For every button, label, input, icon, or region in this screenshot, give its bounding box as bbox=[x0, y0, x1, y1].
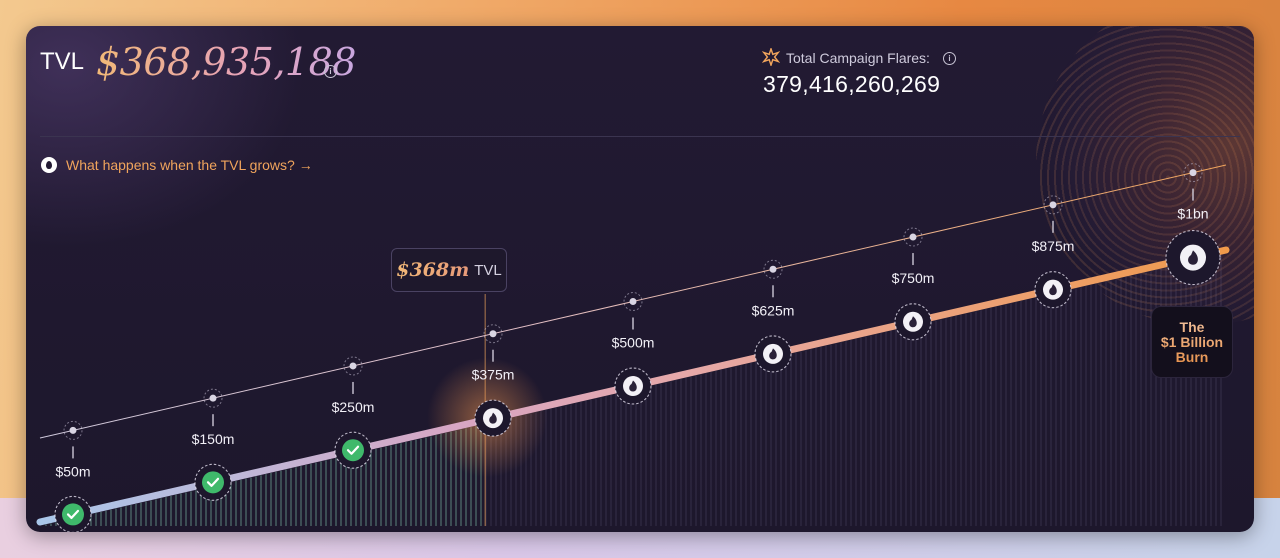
milestone-dot-ring bbox=[623, 292, 643, 311]
flame-icon bbox=[41, 157, 57, 173]
milestone-label: $625m bbox=[752, 302, 795, 318]
milestone-dot-ring bbox=[1043, 195, 1063, 215]
flame-glyph bbox=[629, 380, 637, 392]
current-tvl-unit: TVL bbox=[474, 261, 502, 279]
milestone-dot-ring bbox=[903, 227, 923, 247]
current-tvl-value: $368m bbox=[396, 259, 470, 281]
milestone-dot bbox=[349, 362, 357, 370]
milestone-dot bbox=[629, 298, 637, 305]
flares-value: 379,416,260,269 bbox=[763, 71, 941, 97]
billion-burn-label: The $1 Billion Burn bbox=[1160, 318, 1224, 365]
milestone-dot-ring bbox=[343, 356, 363, 376]
flame-glyph bbox=[909, 316, 917, 328]
milestone-label: $250m bbox=[332, 399, 375, 415]
billion-burn-box[interactable]: The $1 Billion Burn bbox=[1151, 306, 1233, 378]
check-mark bbox=[66, 509, 80, 520]
star-icon bbox=[762, 48, 780, 66]
milestone-dot bbox=[209, 394, 217, 402]
milestone-label: $50m bbox=[55, 463, 90, 479]
milestone-dot-ring bbox=[203, 388, 223, 408]
tvl-label: TVL bbox=[40, 48, 85, 75]
divider bbox=[40, 136, 1240, 137]
tvl-growth-link[interactable]: What happens when the TVL grows? → bbox=[66, 157, 313, 173]
check-icon bbox=[342, 439, 364, 462]
info-icon[interactable]: i bbox=[324, 65, 337, 78]
tvl-progress-card: TVL $368,935,188 i Total Campaign Flares… bbox=[26, 26, 1254, 532]
milestone-label: $375m bbox=[472, 367, 515, 383]
flame-glyph bbox=[1188, 250, 1198, 265]
check-mark bbox=[346, 445, 360, 455]
flares-info-icon[interactable]: i bbox=[943, 52, 956, 65]
current-tvl-tag: $368m TVL bbox=[391, 248, 507, 292]
milestone-dot bbox=[909, 233, 917, 241]
milestone-dot-ring bbox=[483, 324, 503, 344]
milestone-label: $500m bbox=[612, 335, 655, 351]
milestone-dot-ring bbox=[1183, 163, 1203, 183]
check-icon bbox=[62, 503, 84, 526]
milestone-dot bbox=[769, 265, 777, 273]
milestone-dot bbox=[489, 330, 497, 338]
milestones: $50m $150m $250m $375m $500m $625m $750m $875m $… bbox=[36, 163, 1230, 532]
milestone-label: $875m bbox=[1032, 238, 1075, 254]
tvl-value: $368,935,188 bbox=[96, 40, 356, 84]
milestone-dot bbox=[1049, 201, 1057, 209]
milestone-dot bbox=[69, 426, 77, 434]
milestone-label: $1bn bbox=[1177, 206, 1208, 222]
milestone-label: $750m bbox=[892, 270, 935, 286]
tvl-milestone-chart: $50m $150m $250m $375m $500m $625m $750m $875m $… bbox=[36, 163, 1230, 532]
flame-glyph bbox=[769, 348, 777, 360]
flares-label: Total Campaign Flares: bbox=[786, 50, 930, 66]
check-mark bbox=[206, 477, 220, 487]
flame-glyph bbox=[489, 412, 497, 424]
check-icon bbox=[202, 471, 224, 494]
milestone-dot bbox=[1189, 169, 1197, 177]
flame-glyph bbox=[1049, 284, 1057, 296]
milestone-dot-ring bbox=[763, 259, 783, 279]
milestone-label: $150m bbox=[192, 431, 235, 447]
milestone-dot-ring bbox=[63, 420, 83, 440]
